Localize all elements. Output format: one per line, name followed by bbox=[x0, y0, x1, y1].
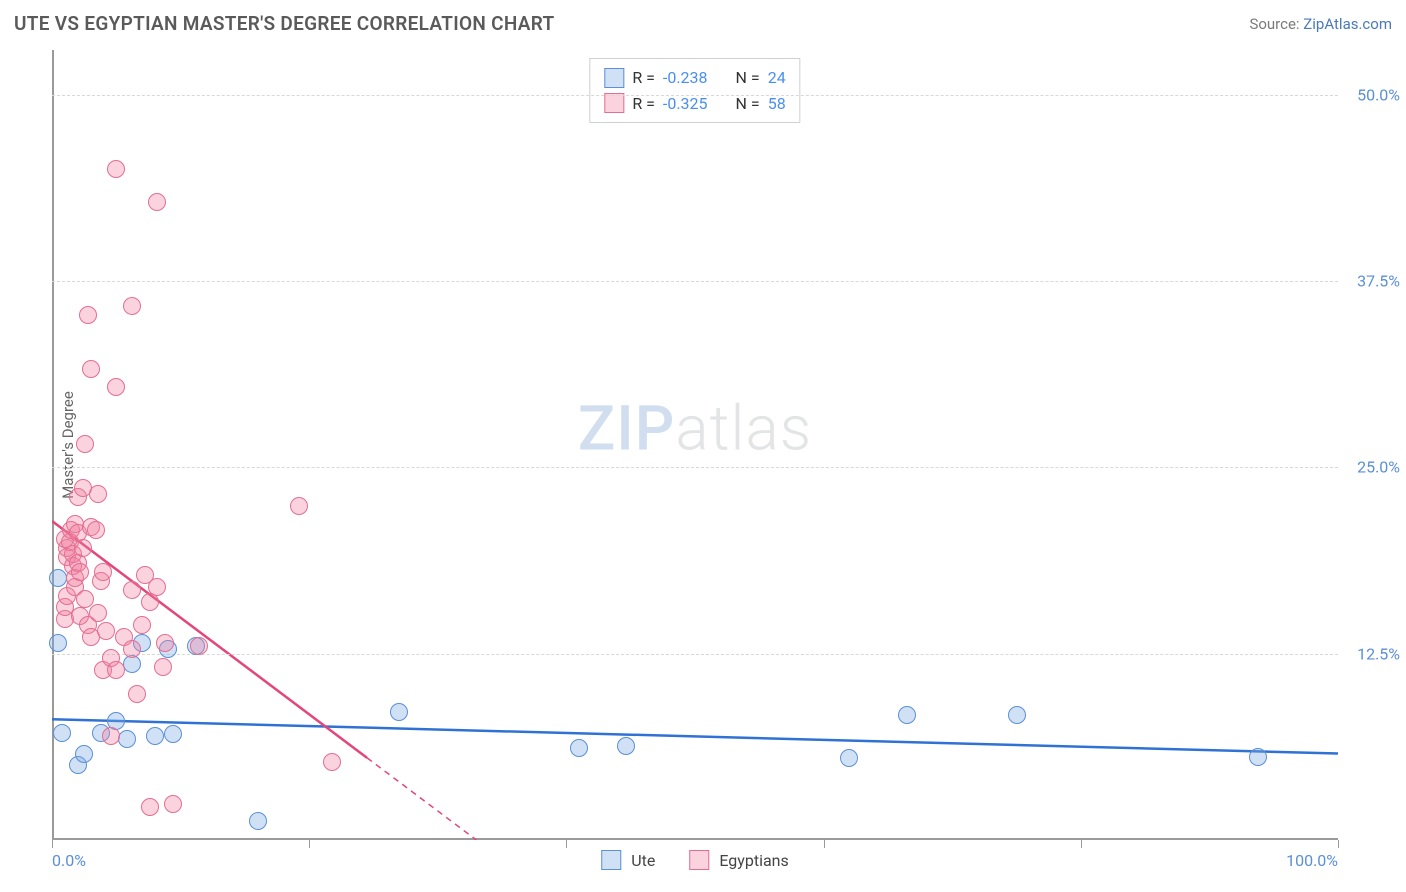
watermark: ZIPatlas bbox=[578, 393, 812, 466]
legend-swatch bbox=[604, 68, 624, 88]
data-point bbox=[74, 539, 92, 557]
data-point bbox=[94, 563, 112, 581]
source-prefix: Source: bbox=[1249, 15, 1303, 33]
legend-swatch bbox=[604, 93, 624, 113]
data-point bbox=[128, 685, 146, 703]
legend-swatch bbox=[601, 850, 621, 870]
data-point bbox=[390, 703, 408, 721]
data-point bbox=[148, 578, 166, 596]
data-point bbox=[190, 637, 208, 655]
data-point bbox=[840, 749, 858, 767]
x-tick bbox=[1081, 840, 1082, 848]
legend-n-label: N = bbox=[736, 65, 760, 91]
data-point bbox=[76, 590, 94, 608]
data-point bbox=[53, 724, 71, 742]
legend-series-label: Egyptians bbox=[719, 851, 788, 870]
x-tick bbox=[309, 840, 310, 848]
data-point bbox=[148, 193, 166, 211]
data-point bbox=[89, 485, 107, 503]
gridline-h bbox=[52, 467, 1338, 468]
y-tick-label: 12.5% bbox=[1344, 644, 1400, 663]
legend-swatch bbox=[689, 850, 709, 870]
data-point bbox=[123, 640, 141, 658]
data-point bbox=[898, 706, 916, 724]
x-tick bbox=[52, 840, 53, 848]
data-point bbox=[71, 563, 89, 581]
data-point bbox=[1008, 706, 1026, 724]
y-axis-line bbox=[52, 50, 54, 840]
data-point bbox=[146, 727, 164, 745]
legend-series: Ute Egyptians bbox=[601, 850, 789, 870]
data-point bbox=[82, 360, 100, 378]
data-point bbox=[164, 725, 182, 743]
plot-area: Master's Degree ZIPatlas R =-0.238N =24R… bbox=[52, 50, 1338, 840]
source-link[interactable]: ZipAtlas.com bbox=[1303, 15, 1392, 33]
data-point bbox=[76, 435, 94, 453]
data-point bbox=[102, 727, 120, 745]
data-point bbox=[154, 658, 172, 676]
x-axis-line bbox=[52, 838, 1338, 840]
gridline-h bbox=[52, 95, 1338, 96]
x-tick bbox=[1338, 840, 1339, 848]
x-tick-label: 100.0% bbox=[1286, 851, 1338, 870]
data-point bbox=[118, 730, 136, 748]
data-point bbox=[290, 497, 308, 515]
data-point bbox=[164, 795, 182, 813]
source-attribution: Source: ZipAtlas.com bbox=[1249, 15, 1392, 33]
data-point bbox=[49, 634, 67, 652]
data-point bbox=[123, 297, 141, 315]
legend-correlation-box: R =-0.238N =24R =-0.325N =58 bbox=[589, 58, 800, 123]
watermark-atlas: atlas bbox=[675, 393, 812, 466]
x-tick-label: 0.0% bbox=[52, 851, 86, 870]
data-point bbox=[107, 378, 125, 396]
data-point bbox=[123, 581, 141, 599]
legend-correlation-row: R = -0.238 N = 24 bbox=[604, 65, 785, 91]
data-point bbox=[141, 798, 159, 816]
y-tick-label: 50.0% bbox=[1344, 85, 1400, 104]
gridline-h bbox=[52, 281, 1338, 282]
legend-n-value: 24 bbox=[768, 65, 786, 91]
data-point bbox=[97, 622, 115, 640]
data-point bbox=[570, 739, 588, 757]
chart-title: UTE VS EGYPTIAN MASTER'S DEGREE CORRELAT… bbox=[14, 12, 555, 35]
data-point bbox=[323, 753, 341, 771]
data-point bbox=[1249, 748, 1267, 766]
data-point bbox=[107, 160, 125, 178]
y-tick-label: 25.0% bbox=[1344, 458, 1400, 477]
data-point bbox=[133, 616, 151, 634]
data-point bbox=[249, 812, 267, 830]
data-point bbox=[156, 634, 174, 652]
y-tick-label: 37.5% bbox=[1344, 272, 1400, 291]
legend-r-label: R = bbox=[632, 65, 655, 91]
data-point bbox=[87, 521, 105, 539]
trend-lines-svg bbox=[52, 50, 1338, 840]
data-point bbox=[75, 745, 93, 763]
legend-series-label: Ute bbox=[631, 851, 655, 870]
watermark-zip: ZIP bbox=[578, 393, 676, 466]
x-tick bbox=[566, 840, 567, 848]
x-tick bbox=[824, 840, 825, 848]
gridline-h bbox=[52, 654, 1338, 655]
data-point bbox=[107, 661, 125, 679]
legend-r-value: -0.238 bbox=[663, 65, 708, 91]
data-point bbox=[617, 737, 635, 755]
data-point bbox=[89, 604, 107, 622]
data-point bbox=[79, 306, 97, 324]
